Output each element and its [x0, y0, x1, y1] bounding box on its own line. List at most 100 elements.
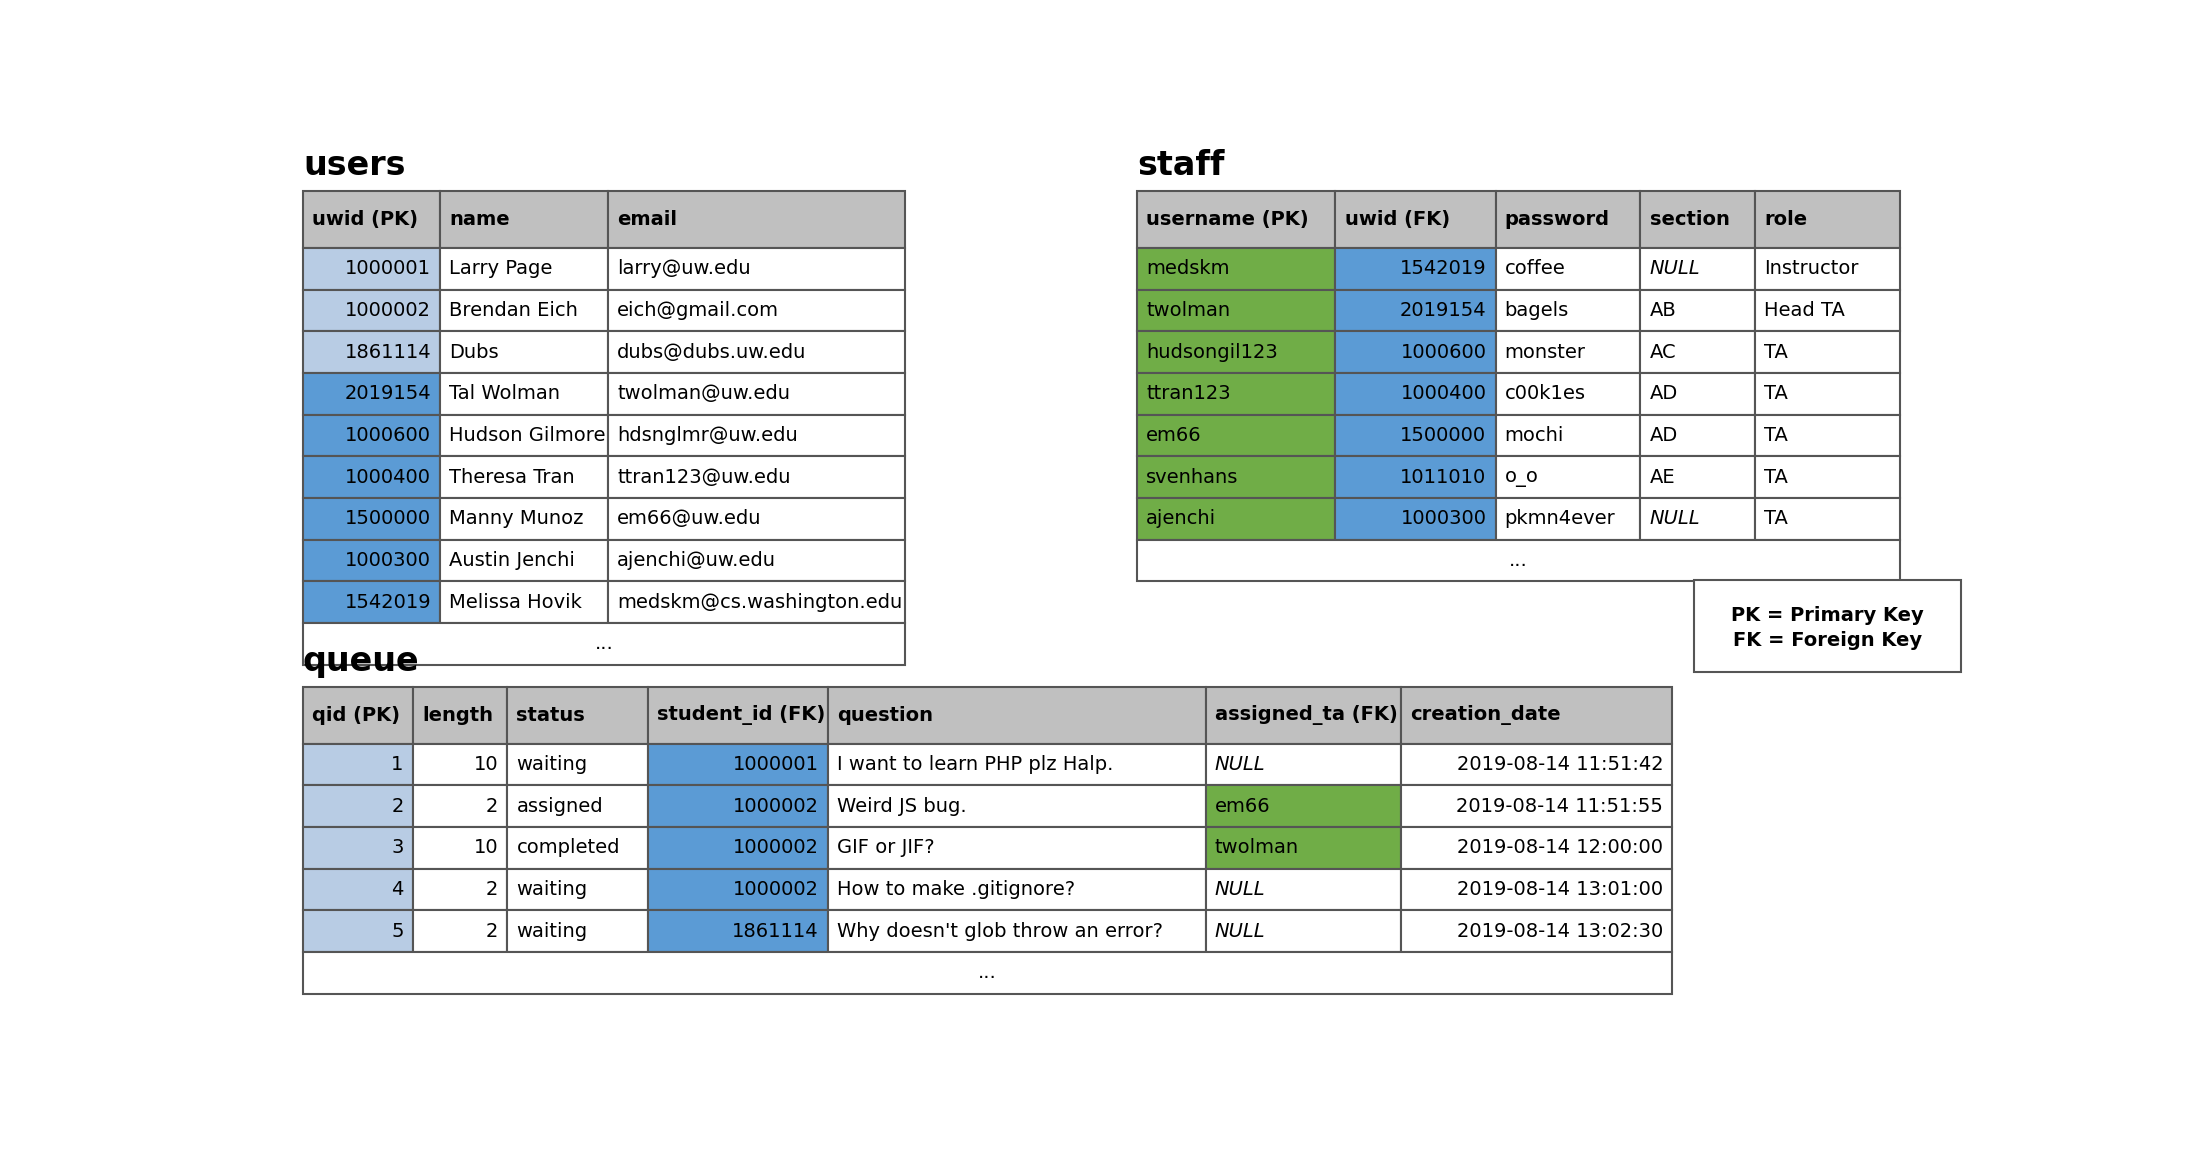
Text: Larry Page: Larry Page [450, 259, 553, 278]
Bar [412, 687, 507, 744]
Text: o_o: o_o [1505, 467, 1538, 487]
Bar [507, 785, 648, 827]
Text: waiting: waiting [516, 880, 588, 899]
Bar [1754, 290, 1900, 332]
Text: ttran123@uw.edu: ttran123@uw.edu [617, 467, 791, 487]
Bar [412, 827, 507, 869]
Bar [302, 869, 412, 911]
Text: 2019-08-14 11:51:55: 2019-08-14 11:51:55 [1457, 797, 1664, 815]
Bar [302, 248, 441, 290]
Text: users: users [302, 150, 406, 182]
Text: AD: AD [1649, 384, 1677, 404]
Bar [648, 744, 826, 785]
Text: 2: 2 [485, 922, 498, 941]
Bar [302, 952, 1673, 994]
Bar [507, 687, 648, 744]
Text: Theresa Tran: Theresa Tran [450, 467, 575, 487]
Bar [1754, 498, 1900, 539]
Text: NULL: NULL [1214, 755, 1265, 774]
Bar [441, 290, 608, 332]
Text: AB: AB [1649, 300, 1677, 320]
Text: 1000002: 1000002 [732, 880, 818, 899]
Text: 2019-08-14 12:00:00: 2019-08-14 12:00:00 [1457, 839, 1664, 857]
Bar [1206, 869, 1402, 911]
Bar [608, 332, 906, 372]
Text: twolman@uw.edu: twolman@uw.edu [617, 384, 789, 404]
Text: status: status [516, 705, 586, 725]
Bar [1336, 456, 1497, 498]
Text: 10: 10 [474, 839, 498, 857]
Bar [1206, 785, 1402, 827]
Bar [1640, 498, 1754, 539]
Text: GIF or JIF?: GIF or JIF? [838, 839, 934, 857]
Bar [1497, 414, 1640, 456]
Text: Why doesn't glob throw an error?: Why doesn't glob throw an error? [838, 922, 1164, 941]
Bar [608, 248, 906, 290]
Bar [302, 785, 412, 827]
Bar [441, 191, 608, 248]
Bar [1336, 248, 1497, 290]
Bar [441, 539, 608, 581]
Bar [1754, 332, 1900, 372]
Text: Manny Munoz: Manny Munoz [450, 509, 584, 528]
Text: hdsnglmr@uw.edu: hdsnglmr@uw.edu [617, 426, 798, 445]
Bar [1402, 744, 1673, 785]
Text: Austin Jenchi: Austin Jenchi [450, 551, 575, 570]
Text: 1000001: 1000001 [346, 259, 432, 278]
Text: completed: completed [516, 839, 619, 857]
Bar [1402, 785, 1673, 827]
Text: 1000300: 1000300 [1400, 509, 1485, 528]
Text: AE: AE [1649, 467, 1675, 487]
Text: staff: staff [1137, 150, 1225, 182]
Text: TA: TA [1763, 384, 1787, 404]
Bar [1206, 744, 1402, 785]
Bar [1206, 827, 1402, 869]
Bar [1137, 539, 1900, 581]
Bar [302, 414, 441, 456]
Bar [1640, 248, 1754, 290]
Text: 1861114: 1861114 [732, 922, 818, 941]
Text: NULL: NULL [1649, 509, 1699, 528]
Text: uwid (FK): uwid (FK) [1344, 210, 1450, 229]
Bar [1640, 290, 1754, 332]
Text: ...: ... [979, 963, 996, 983]
Bar [1402, 827, 1673, 869]
Text: 1000002: 1000002 [346, 300, 432, 320]
Bar [1754, 456, 1900, 498]
Text: 1011010: 1011010 [1400, 467, 1485, 487]
Bar [412, 744, 507, 785]
Bar [1695, 580, 1962, 672]
Text: How to make .gitignore?: How to make .gitignore? [838, 880, 1076, 899]
Bar [1206, 911, 1402, 952]
Text: Tal Wolman: Tal Wolman [450, 384, 560, 404]
Bar [1336, 498, 1497, 539]
Text: Melissa Hovik: Melissa Hovik [450, 593, 582, 611]
Bar [441, 372, 608, 414]
Text: ajenchi: ajenchi [1146, 509, 1217, 528]
Bar [1137, 414, 1336, 456]
Text: password: password [1505, 210, 1609, 229]
Text: 2019154: 2019154 [1400, 300, 1485, 320]
Bar [302, 498, 441, 539]
Bar [302, 191, 441, 248]
Bar [302, 456, 441, 498]
Bar [608, 456, 906, 498]
Text: 1000400: 1000400 [346, 467, 432, 487]
Bar [1336, 414, 1497, 456]
Text: Head TA: Head TA [1763, 300, 1845, 320]
Bar [441, 498, 608, 539]
Bar [826, 827, 1206, 869]
Text: AD: AD [1649, 426, 1677, 445]
Text: medskm@cs.washington.edu: medskm@cs.washington.edu [617, 593, 901, 611]
Text: monster: monster [1505, 342, 1585, 362]
Text: 1000600: 1000600 [1400, 342, 1485, 362]
Text: 2019-08-14 13:02:30: 2019-08-14 13:02:30 [1457, 922, 1664, 941]
Bar [302, 290, 441, 332]
Text: creation_date: creation_date [1411, 705, 1560, 725]
Text: 2: 2 [485, 880, 498, 899]
Bar [608, 191, 906, 248]
Text: 1000600: 1000600 [346, 426, 432, 445]
Text: 1000400: 1000400 [1400, 384, 1485, 404]
Bar [608, 414, 906, 456]
Text: 1: 1 [392, 755, 403, 774]
